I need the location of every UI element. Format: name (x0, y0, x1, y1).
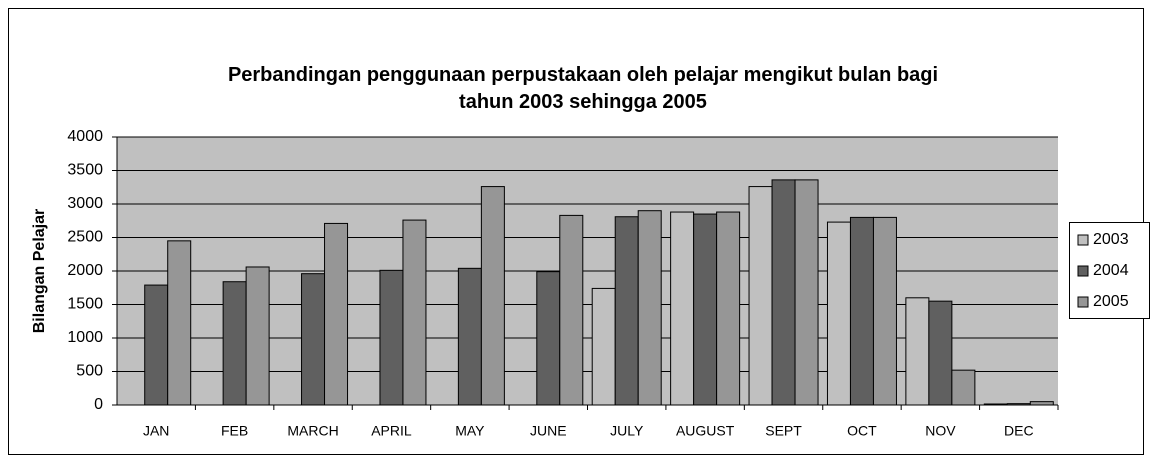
x-tick-label: SEPT (765, 423, 802, 439)
bar (637, 210, 662, 406)
legend-label: 2004 (1093, 262, 1129, 279)
x-tick-label: NOV (925, 423, 956, 439)
x-tick-label: JULY (610, 423, 644, 439)
bar (872, 216, 897, 406)
bar (559, 214, 584, 406)
legend-swatch (1077, 234, 1089, 246)
x-tick-label: MARCH (287, 423, 338, 439)
y-tick-label: 0 (94, 396, 103, 413)
bar (402, 219, 427, 406)
bar (794, 179, 819, 406)
bar (167, 240, 192, 406)
bar (144, 284, 169, 406)
x-tick-label: AUGUST (676, 423, 735, 439)
bar (324, 222, 349, 406)
bar (379, 269, 404, 406)
y-tick-label: 500 (76, 363, 103, 380)
bar (480, 186, 505, 406)
bar (536, 271, 561, 406)
legend-label: 2003 (1093, 231, 1129, 248)
bar (716, 211, 741, 406)
bar (301, 273, 326, 406)
bar (693, 213, 718, 406)
x-tick-label: FEB (221, 423, 248, 439)
y-tick-label: 2000 (67, 262, 103, 279)
x-tick-label: OCT (847, 423, 877, 439)
y-tick-label: 3500 (67, 162, 103, 179)
y-tick-label: 2500 (67, 229, 103, 246)
bar (771, 179, 796, 406)
bar (1029, 401, 1054, 406)
legend-swatch (1077, 296, 1089, 308)
y-tick-label: 4000 (67, 128, 103, 145)
bar (457, 267, 482, 406)
chart-title: Perbandingan penggunaan perpustakaan ole… (227, 64, 939, 113)
bar (826, 221, 851, 406)
bar (245, 266, 270, 406)
bar (748, 186, 773, 406)
x-tick-label: DEC (1004, 423, 1034, 439)
y-tick-label: 3000 (67, 195, 103, 212)
x-tick-label: JUNE (530, 423, 567, 439)
bar (222, 281, 247, 406)
bar (928, 300, 953, 406)
legend-label: 2005 (1093, 293, 1129, 310)
bar (905, 297, 930, 406)
bar (614, 216, 639, 406)
bar (670, 211, 695, 406)
bar (951, 369, 976, 406)
y-tick-label: 1000 (67, 329, 103, 346)
x-tick-label: MAY (455, 423, 485, 439)
x-tick-label: APRIL (371, 423, 412, 439)
bar (849, 216, 874, 406)
y-tick-label: 1500 (67, 296, 103, 313)
bar (591, 287, 616, 406)
y-axis-label: Bilangan Pelajar (31, 209, 48, 334)
x-tick-label: JAN (143, 423, 169, 439)
legend-swatch (1077, 265, 1089, 277)
